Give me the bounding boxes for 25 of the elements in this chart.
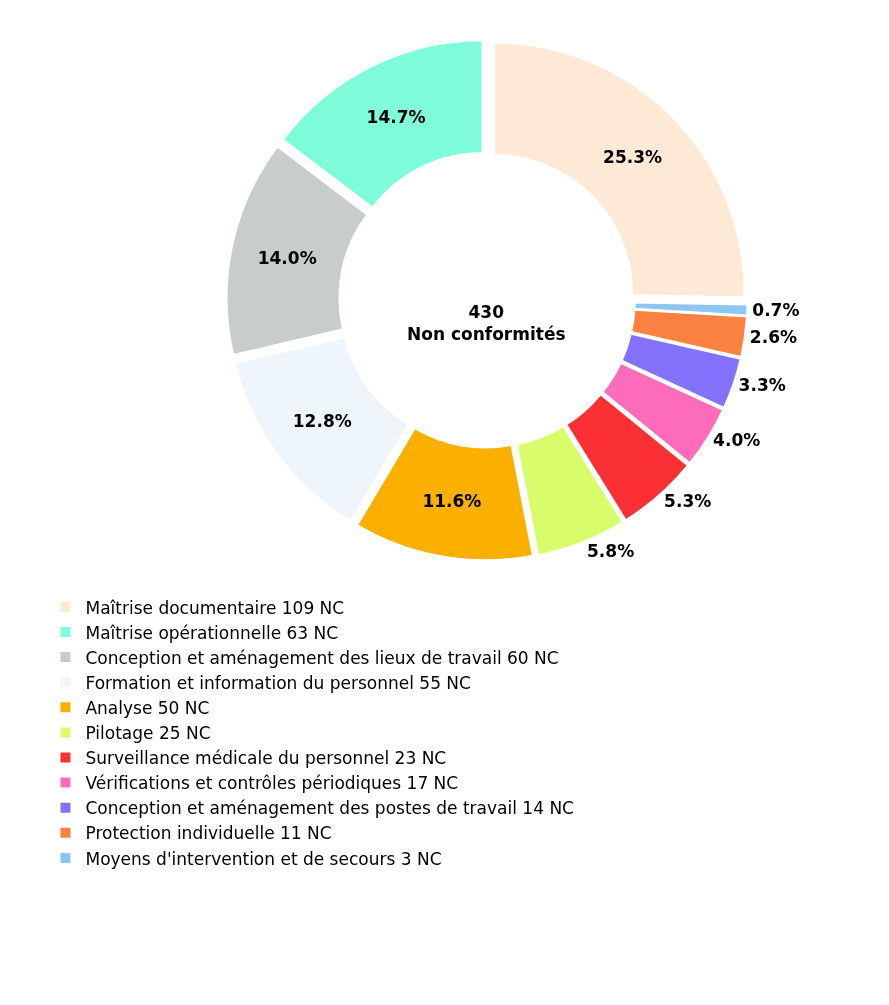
legend-label: Moyens d'intervention et de secours 3 NC [85,848,442,869]
data-label: 14.0% [257,247,317,268]
data-label: 2.6% [749,327,797,348]
data-label: 3.3% [738,374,786,395]
donut-slice [225,145,369,357]
legend-label: Conception et aménagement des lieux de travail 60 NC [85,647,559,668]
donut-slice [356,427,534,561]
legend-label: Maîtrise opérationnelle 63 NC [85,622,339,643]
text: 430 Non conformités [407,302,566,345]
legend-label: Formation et information du personnel 55 NC [85,672,471,693]
legend-label: Conception et aménagement des postes de travail 14 NC [85,798,574,819]
data-label: 4.0% [713,430,761,451]
data-label: 5.8% [587,541,635,562]
data-label: 0.7% [752,300,800,321]
data-label: 5.3% [664,491,712,512]
legend-label: Maîtrise documentaire 109 NC [85,597,345,618]
data-label: 12.8% [292,410,352,431]
legend-label: Protection individuelle 11 NC [85,823,332,844]
data-label: 11.6% [422,491,482,511]
legend-label: Surveillance médicale du personnel 23 NC [85,748,447,769]
data-label: 14.7% [366,107,426,128]
data-label: 25.3% [603,146,663,167]
legend-label: Pilotage 25 NC [85,723,211,744]
legend-label: Analyse 50 NC [85,697,210,718]
legend-label: Vérifications et contrôles périodiques 17 NC [85,773,459,794]
